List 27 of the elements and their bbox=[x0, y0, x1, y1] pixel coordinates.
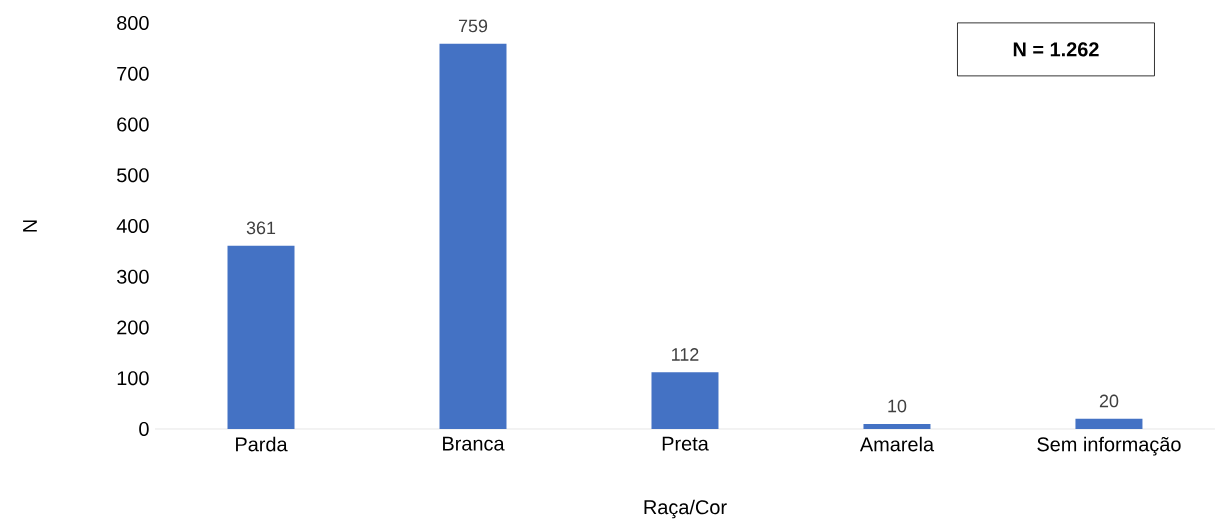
y-tick-label: 500 bbox=[117, 168, 149, 183]
y-tick-label: 0 bbox=[139, 421, 149, 437]
data-label: 361 bbox=[246, 221, 276, 235]
y-tick-label: 600 bbox=[117, 117, 149, 132]
x-tick-label: Amarela bbox=[859, 436, 935, 452]
bar bbox=[1075, 418, 1143, 429]
y-tick-label: 700 bbox=[117, 66, 149, 81]
data-label: 759 bbox=[458, 19, 488, 33]
y-tick-label: 400 bbox=[116, 218, 149, 234]
x-tick-label: Preta bbox=[662, 436, 709, 451]
x-axis-title: Raça/Cor bbox=[644, 499, 727, 519]
y-tick-label: 800 bbox=[117, 15, 149, 31]
bar bbox=[227, 245, 295, 429]
bar bbox=[439, 43, 507, 429]
y-tick-label: 300 bbox=[117, 269, 149, 284]
y-tick-label: 100 bbox=[117, 371, 149, 386]
bar bbox=[651, 372, 719, 429]
x-tick-label: Branca bbox=[443, 436, 505, 451]
data-label: 10 bbox=[888, 399, 907, 413]
y-tick-label: 200 bbox=[117, 320, 149, 335]
x-tick-label: Sem informação bbox=[1037, 436, 1181, 456]
bar bbox=[863, 423, 931, 429]
x-tick-label: Parda bbox=[236, 436, 288, 452]
y-axis-title: N bbox=[23, 220, 37, 232]
data-label: 20 bbox=[1099, 394, 1119, 408]
data-label: 112 bbox=[672, 348, 699, 361]
annotation: N = 1.262 bbox=[1013, 42, 1099, 57]
